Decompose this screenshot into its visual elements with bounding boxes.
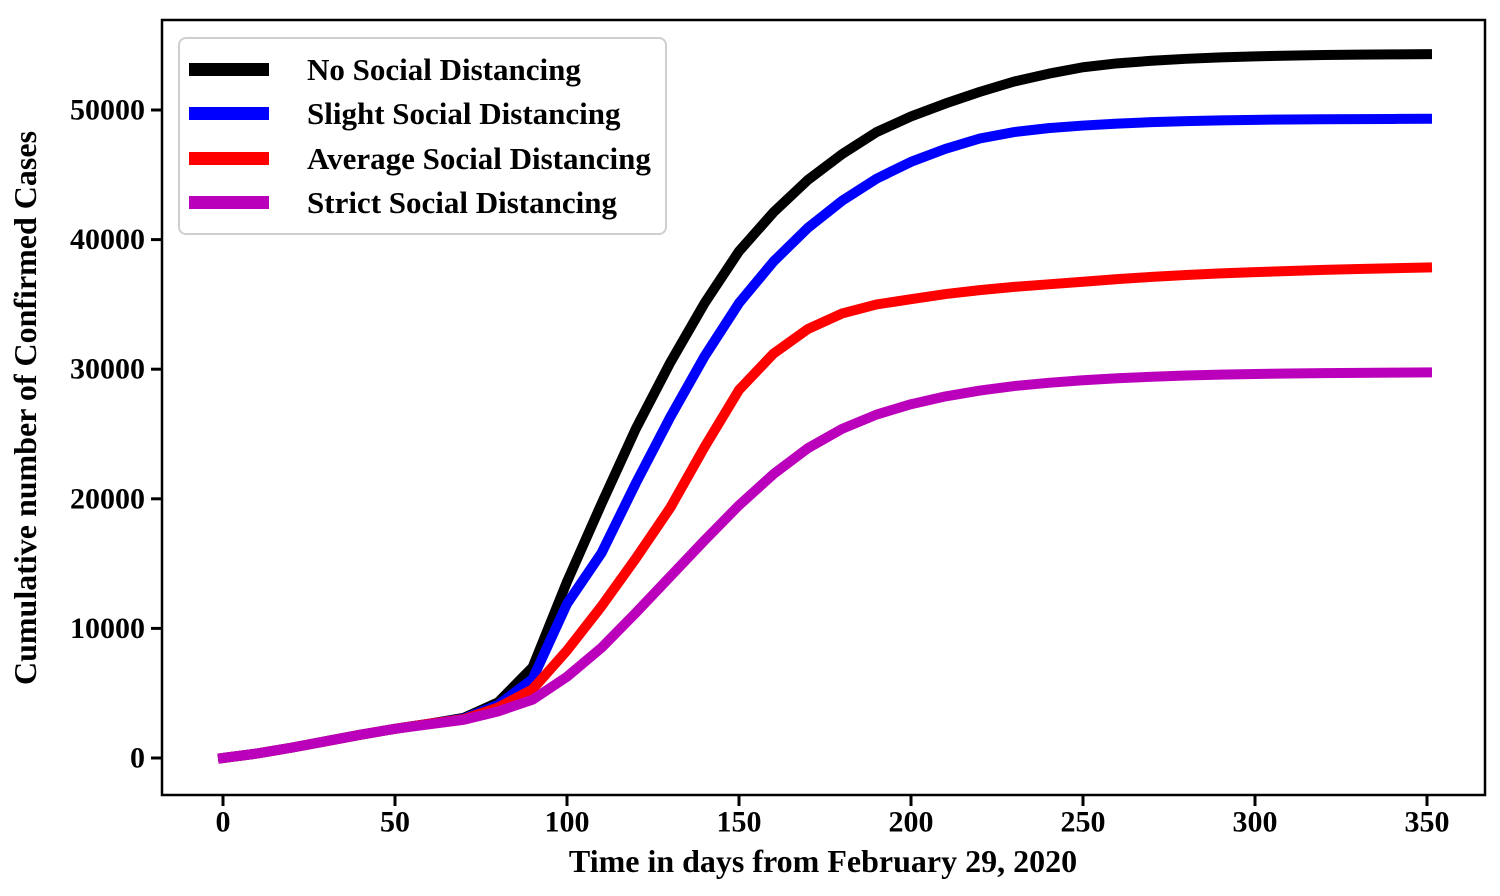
- x-axis-title: Time in days from February 29, 2020: [569, 843, 1077, 879]
- legend-item-strict-social-distancing: Strict Social Distancing: [180, 183, 665, 223]
- legend-label: Average Social Distancing: [307, 140, 651, 176]
- legend-item-average-social-distancing: Average Social Distancing: [180, 138, 665, 178]
- legend-label: Strict Social Distancing: [307, 185, 617, 221]
- x-tick-label: 300: [1233, 806, 1278, 839]
- legend-label: No Social Distancing: [307, 51, 581, 87]
- x-tick-label: 150: [717, 806, 762, 839]
- y-tick-label: 0: [130, 742, 145, 775]
- legend-swatch: [189, 196, 269, 210]
- y-tick-label: 40000: [70, 223, 145, 256]
- legend-item-slight-social-distancing: Slight Social Distancing: [180, 94, 665, 134]
- y-axis-title: Cumulative number of Confirmed Cases: [7, 131, 43, 685]
- legend-swatch: [189, 151, 269, 165]
- legend-swatch: [189, 62, 269, 76]
- plot-border: [160, 18, 1487, 797]
- x-tick-label: 100: [545, 806, 590, 839]
- x-tick-label: 0: [216, 806, 231, 839]
- x-tick-label: 250: [1061, 806, 1106, 839]
- y-tick-label: 50000: [70, 94, 145, 127]
- legend-swatch: [189, 107, 269, 121]
- curve-average-social-distancing: [217, 262, 1433, 764]
- x-axis-ticks: 0 50 100 150 200 250 300 350: [216, 795, 1450, 839]
- y-tick-label: 20000: [70, 482, 145, 515]
- legend: No Social Distancing Slight Social Distan…: [178, 37, 667, 235]
- x-tick-label: 50: [380, 806, 410, 839]
- y-tick-label: 10000: [70, 612, 145, 645]
- curve-strict-social-distancing: [217, 367, 1433, 764]
- data-curves: [217, 49, 1433, 764]
- legend-item-no-social-distancing: No Social Distancing: [180, 49, 665, 89]
- x-tick-label: 200: [889, 806, 934, 839]
- y-axis-ticks: 0 10000 20000 30000 40000 50000: [70, 94, 162, 775]
- legend-label: Slight Social Distancing: [307, 96, 621, 132]
- y-tick-label: 30000: [70, 353, 145, 386]
- x-tick-label: 350: [1405, 806, 1450, 839]
